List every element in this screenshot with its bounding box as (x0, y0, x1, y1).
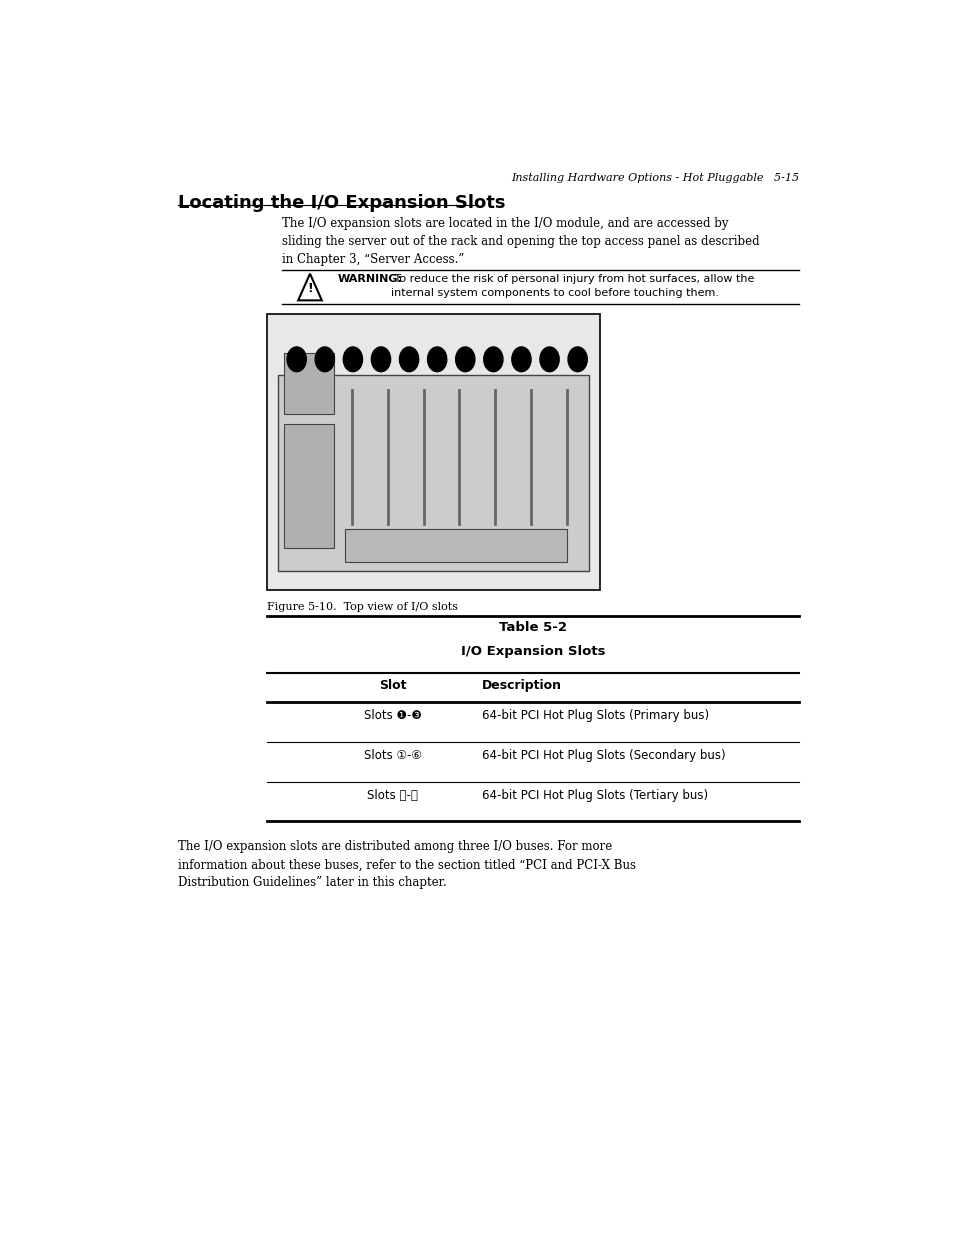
Text: 1: 1 (575, 354, 579, 364)
Text: Slot: Slot (378, 679, 406, 692)
Text: WARNING:: WARNING: (337, 274, 402, 284)
Circle shape (399, 347, 418, 372)
Circle shape (483, 347, 502, 372)
Text: 64-bit PCI Hot Plug Slots (Tertiary bus): 64-bit PCI Hot Plug Slots (Tertiary bus) (481, 789, 707, 803)
Text: 4: 4 (490, 354, 496, 364)
Text: Table 5-2: Table 5-2 (498, 621, 567, 634)
FancyBboxPatch shape (344, 529, 566, 562)
Text: Description: Description (481, 679, 561, 692)
Circle shape (456, 347, 475, 372)
Text: The I/O expansion slots are located in the I/O module, and are accessed by
slidi: The I/O expansion slots are located in t… (282, 216, 759, 266)
FancyBboxPatch shape (278, 375, 588, 572)
Circle shape (512, 347, 531, 372)
Text: Slots ⑯-⑱: Slots ⑯-⑱ (367, 789, 417, 803)
Circle shape (539, 347, 558, 372)
Text: 6: 6 (434, 354, 439, 364)
Text: 9: 9 (350, 354, 355, 364)
Text: Slots ①-⑥: Slots ①-⑥ (363, 750, 421, 762)
Text: Slots ❶-❸: Slots ❶-❸ (363, 709, 421, 722)
Text: 8: 8 (378, 354, 383, 364)
Text: !: ! (307, 283, 313, 295)
Circle shape (427, 347, 446, 372)
Circle shape (287, 347, 306, 372)
Circle shape (567, 347, 587, 372)
Text: 64-bit PCI Hot Plug Slots (Primary bus): 64-bit PCI Hot Plug Slots (Primary bus) (481, 709, 708, 722)
Text: The I/O expansion slots are distributed among three I/O buses. For more
informat: The I/O expansion slots are distributed … (178, 841, 636, 889)
Text: Installing Hardware Options - Hot Pluggable   5-15: Installing Hardware Options - Hot Plugga… (511, 173, 799, 183)
FancyBboxPatch shape (284, 424, 335, 547)
FancyBboxPatch shape (284, 353, 335, 415)
Text: 5: 5 (462, 354, 467, 364)
Text: 64-bit PCI Hot Plug Slots (Secondary bus): 64-bit PCI Hot Plug Slots (Secondary bus… (481, 750, 724, 762)
FancyBboxPatch shape (267, 314, 599, 590)
Text: Figure 5-10.  Top view of I/O slots: Figure 5-10. Top view of I/O slots (267, 601, 457, 611)
Text: 11: 11 (291, 354, 302, 364)
Text: 2: 2 (546, 354, 552, 364)
Text: 3: 3 (518, 354, 523, 364)
Text: 7: 7 (406, 354, 412, 364)
Circle shape (314, 347, 335, 372)
Circle shape (371, 347, 390, 372)
Text: To reduce the risk of personal injury from hot surfaces, allow the
internal syst: To reduce the risk of personal injury fr… (390, 274, 753, 298)
Circle shape (343, 347, 362, 372)
Text: I/O Expansion Slots: I/O Expansion Slots (460, 645, 605, 657)
Text: 10: 10 (319, 354, 330, 364)
Text: Locating the I/O Expansion Slots: Locating the I/O Expansion Slots (178, 194, 505, 212)
